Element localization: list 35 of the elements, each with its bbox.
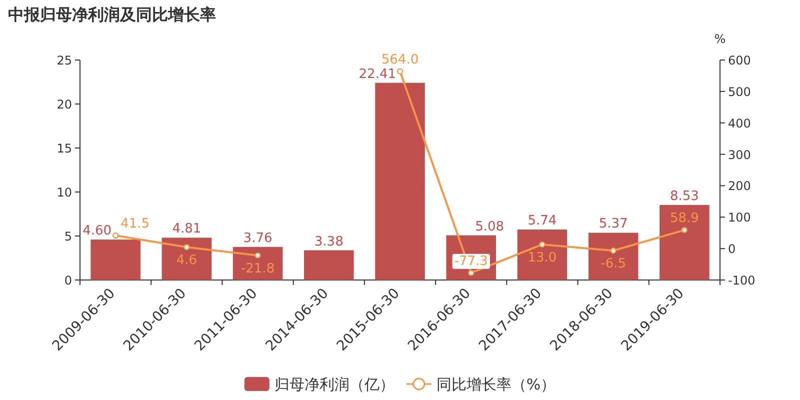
y2-tick-label: 400 (728, 116, 751, 130)
data-label: 3.76 (243, 230, 272, 246)
y-tick-label: 5 (64, 230, 72, 244)
y2-axis-title: % (714, 32, 726, 46)
data-label: 564.0 (381, 52, 419, 68)
data-label: 5.37 (598, 216, 628, 232)
y-tick-label: 0 (64, 274, 72, 288)
y2-tick-label: 500 (728, 84, 751, 99)
y-tick-label: 10 (56, 186, 72, 200)
y2-tick-label: 0 (728, 242, 736, 256)
data-label: 41.5 (120, 216, 150, 232)
legend-label: 归母净利润（亿） (274, 376, 394, 394)
y-tick-label: 15 (56, 142, 72, 156)
data-label: -21.8 (240, 261, 275, 276)
data-label: 22.41 (358, 66, 396, 82)
legend-label: 同比增长率（%） (436, 376, 556, 394)
y-tick-label: 20 (56, 98, 72, 112)
y2-tick-label: 300 (728, 148, 751, 162)
data-label: 13.0 (528, 250, 557, 266)
y-tick-label: 25 (56, 54, 72, 68)
data-label: 8.53 (670, 188, 699, 204)
data-label: -6.5 (600, 256, 626, 272)
data-label: 4.60 (82, 224, 112, 239)
y2-tick-label: 200 (728, 179, 751, 194)
data-label: 5.08 (475, 219, 504, 234)
title: 中报归母净利润及同比增长率 (8, 5, 216, 24)
y2-tick-label: 600 (728, 54, 751, 68)
y2-tick-label: 100 (728, 210, 751, 225)
data-label: -77.3 (454, 254, 488, 269)
data-label: 4.6 (176, 253, 197, 268)
data-label: 58.9 (670, 211, 699, 226)
data-label: 5.74 (528, 214, 557, 228)
y2-tick-label: -100 (728, 274, 756, 288)
data-label: 3.38 (314, 234, 344, 250)
data-label: 4.81 (172, 222, 202, 237)
